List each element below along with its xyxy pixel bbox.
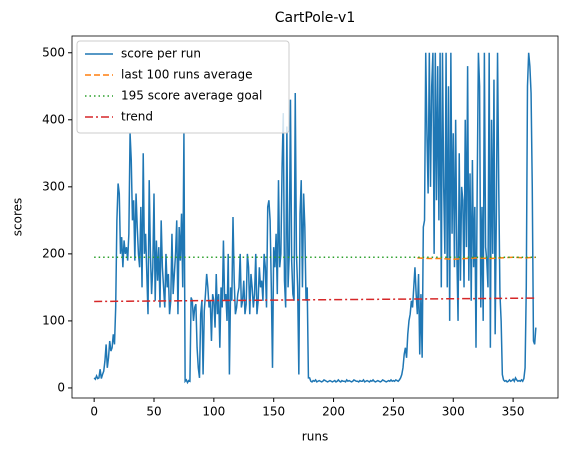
x-tick-label: 150 bbox=[262, 405, 285, 419]
x-tick-label: 300 bbox=[442, 405, 465, 419]
series-line bbox=[93, 52, 537, 385]
plot-frame bbox=[71, 35, 559, 399]
x-tick-label: 350 bbox=[502, 405, 525, 419]
x-tick-label: 0 bbox=[90, 405, 98, 419]
y-tick-label: 0 bbox=[57, 380, 65, 394]
series-line bbox=[94, 297, 536, 303]
x-tick-label: 200 bbox=[322, 405, 345, 419]
legend-label: 195 score average goal bbox=[121, 89, 262, 103]
y-tick-label: 200 bbox=[42, 246, 65, 260]
y-tick-label: 100 bbox=[42, 313, 65, 327]
chart-title: CartPole-v1 bbox=[275, 10, 355, 26]
legend-label: last 100 runs average bbox=[121, 68, 253, 82]
y-tick-label: 400 bbox=[42, 112, 65, 126]
legend-label: trend bbox=[121, 110, 153, 124]
legend-label: score per run bbox=[121, 47, 201, 61]
legend-box bbox=[76, 40, 290, 134]
x-tick-label: 50 bbox=[146, 405, 161, 419]
y-axis-label: scores bbox=[11, 198, 25, 237]
y-tick-label: 300 bbox=[42, 179, 65, 193]
x-tick-label: 100 bbox=[202, 405, 225, 419]
x-axis-label: runs bbox=[302, 430, 328, 444]
y-tick-label: 500 bbox=[42, 45, 65, 59]
x-tick-label: 250 bbox=[382, 405, 405, 419]
legend: score per run last 100 runs average 195 sc… bbox=[76, 40, 290, 134]
